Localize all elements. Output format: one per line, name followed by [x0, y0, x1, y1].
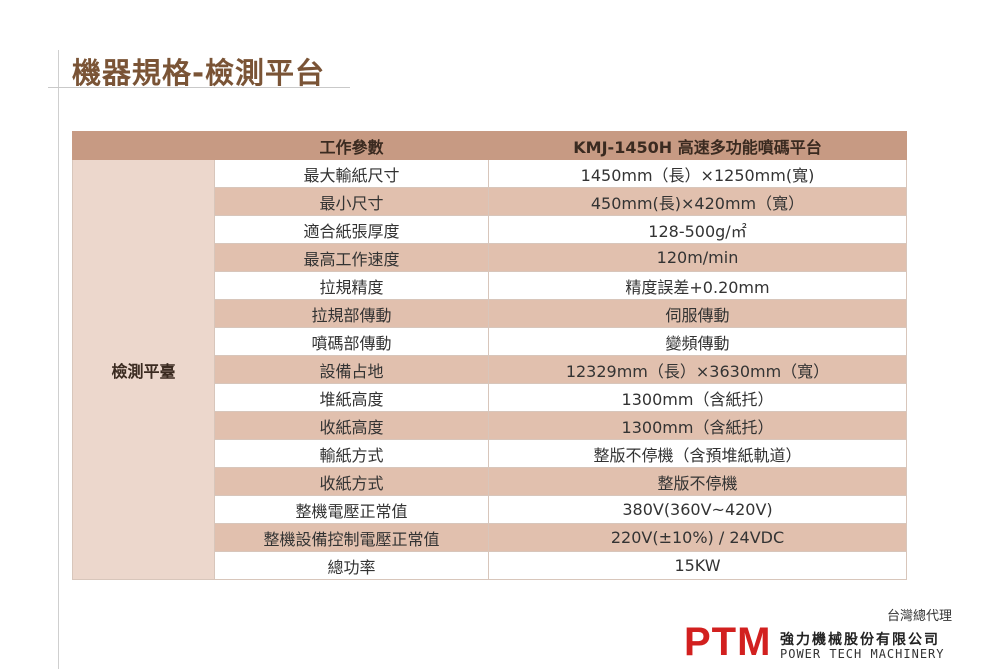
header-param-col: 工作參數 — [214, 131, 489, 160]
table-row: 堆紙高度 1300mm（含紙托） — [73, 383, 907, 412]
param-cell: 整機電壓正常值 — [214, 495, 489, 524]
header-group-col — [72, 131, 215, 160]
table-row: 適合紙張厚度 128-500g/㎡ — [73, 215, 907, 244]
value-cell: 變頻傳動 — [488, 327, 907, 356]
value-cell: 精度誤差+0.20mm — [488, 271, 907, 300]
spec-table: 工作參數 KMJ-1450H 高速多功能噴碼平台 檢測平臺 最大輸紙尺寸 1450m… — [72, 131, 907, 580]
value-cell: 整版不停機 — [488, 467, 907, 496]
table-row: 整機設備控制電壓正常值 220V(±10%) / 24VDC — [73, 523, 907, 552]
company-name-zh: 強力機械股份有限公司 — [780, 632, 940, 648]
table-row: 檢測平臺 最大輸紙尺寸 1450mm（長）×1250mm(寬) — [72, 159, 907, 580]
param-cell: 最大輸紙尺寸 — [214, 159, 489, 188]
title-vertical-rule — [58, 50, 59, 669]
param-cell: 適合紙張厚度 — [214, 215, 489, 244]
param-cell: 收紙高度 — [214, 411, 489, 440]
table-row: 輸紙方式 整版不停機（含預堆紙軌道） — [73, 439, 907, 468]
value-cell: 1450mm（長）×1250mm(寬) — [488, 159, 907, 188]
table-row: 拉規精度 精度誤差+0.20mm — [73, 271, 907, 300]
value-cell: 15KW — [488, 551, 907, 580]
value-cell: 120m/min — [488, 243, 907, 272]
value-cell: 450mm(長)×420mm（寬） — [488, 187, 907, 216]
param-cell: 輸紙方式 — [214, 439, 489, 468]
table-row: 總功率 15KW — [73, 551, 907, 580]
table-row: 收紙方式 整版不停機 — [73, 467, 907, 496]
value-cell: 整版不停機（含預堆紙軌道） — [488, 439, 907, 468]
table-row: 設備占地 12329mm（長）×3630mm（寬） — [73, 355, 907, 384]
spec-table-body: 檢測平臺 最大輸紙尺寸 1450mm（長）×1250mm(寬) 最小尺寸 450mm(長… — [72, 159, 907, 580]
value-cell: 128-500g/㎡ — [488, 215, 907, 244]
value-cell: 220V(±10%) / 24VDC — [488, 523, 907, 552]
table-header-row: 工作參數 KMJ-1450H 高速多功能噴碼平台 — [72, 131, 907, 160]
table-row: 拉規部傳動 伺服傳動 — [73, 299, 907, 328]
value-cell: 伺服傳動 — [488, 299, 907, 328]
value-cell: 380V(360V~420V) — [488, 495, 907, 524]
table-row: 最小尺寸 450mm(長)×420mm（寬） — [73, 187, 907, 216]
value-cell: 12329mm（長）×3630mm（寬） — [488, 355, 907, 384]
group-label: 檢測平臺 — [72, 159, 215, 580]
table-row: 收紙高度 1300mm（含紙托） — [73, 411, 907, 440]
agent-label: 台灣總代理 — [886, 609, 952, 624]
table-row: 整機電壓正常值 380V(360V~420V) — [73, 495, 907, 524]
logo-mark: PTM — [684, 620, 772, 664]
value-cell: 1300mm（含紙托） — [488, 383, 907, 412]
param-cell: 整機設備控制電壓正常值 — [214, 523, 489, 552]
param-cell: 最小尺寸 — [214, 187, 489, 216]
title-underline — [48, 87, 350, 88]
param-cell: 堆紙高度 — [214, 383, 489, 412]
param-cell: 最高工作速度 — [214, 243, 489, 272]
param-cell: 總功率 — [214, 551, 489, 580]
param-cell: 噴碼部傳動 — [214, 327, 489, 356]
param-cell: 拉規部傳動 — [214, 299, 489, 328]
param-cell: 拉規精度 — [214, 271, 489, 300]
company-name-en: POWER TECH MACHINERY — [780, 647, 945, 661]
header-model-col: KMJ-1450H 高速多功能噴碼平台 — [488, 131, 907, 160]
page-title: 機器規格-檢測平台 — [72, 56, 326, 90]
param-cell: 收紙方式 — [214, 467, 489, 496]
param-cell: 設備占地 — [214, 355, 489, 384]
value-cell: 1300mm（含紙托） — [488, 411, 907, 440]
table-row: 最高工作速度 120m/min — [73, 243, 907, 272]
